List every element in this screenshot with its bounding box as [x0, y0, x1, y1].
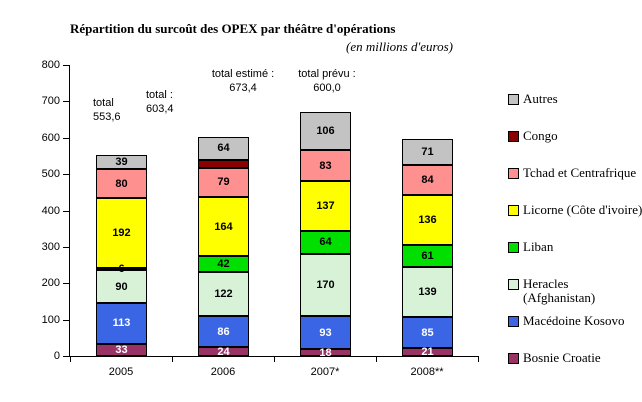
bar-segment — [300, 254, 351, 316]
total-annotation: total 553,6 — [93, 97, 121, 123]
bar-segment — [198, 197, 249, 256]
chart-title: Répartition du surcoût des OPEX par théâ… — [70, 21, 396, 36]
bar-segment — [402, 317, 453, 348]
x-axis-tick — [274, 357, 275, 362]
y-axis-tick-label: 800 — [41, 59, 60, 71]
bar-segment — [96, 198, 147, 268]
bar-segment — [402, 348, 453, 356]
bar-segment — [96, 344, 147, 356]
bar-segment — [198, 137, 249, 160]
legend-label: Bosnie Croatie — [523, 350, 601, 365]
y-axis-tick — [63, 65, 69, 66]
bar-segment — [96, 270, 147, 303]
bar-segment — [402, 245, 453, 267]
y-axis-tick — [63, 320, 69, 321]
legend-swatch — [508, 316, 519, 327]
total-annotation: total prévu : 600,0 — [298, 68, 356, 94]
legend-label: Liban — [523, 239, 554, 254]
x-axis-tick — [70, 357, 71, 362]
category-label: 2006 — [210, 366, 236, 378]
total-annotation: total estimé : 673,4 — [211, 68, 275, 94]
legend-swatch — [508, 279, 519, 290]
legend-swatch — [508, 168, 519, 179]
y-axis-tick-label: 300 — [41, 241, 60, 253]
legend-swatch — [508, 94, 519, 105]
bar-segment — [300, 181, 351, 231]
legend-swatch — [508, 131, 519, 142]
y-axis-tick-label: 400 — [41, 205, 60, 217]
legend-swatch — [508, 353, 519, 364]
bar-segment — [402, 195, 453, 245]
y-axis-tick — [63, 101, 69, 102]
y-axis-tick-label: 500 — [41, 168, 60, 180]
y-axis-tick — [63, 174, 69, 175]
chart-subtitle: (en millions d'euros) — [346, 39, 454, 54]
bar-segment — [198, 256, 249, 272]
bar-segment — [300, 231, 351, 254]
legend-label: Macédoine Kosovo — [523, 313, 625, 328]
y-axis-tick-label: 100 — [41, 314, 60, 326]
y-axis-tick — [63, 211, 69, 212]
category-label: 2008** — [410, 366, 444, 378]
bar-segment — [198, 160, 249, 168]
y-axis-tick — [63, 356, 69, 357]
y-axis-tick-label: 0 — [53, 350, 60, 362]
x-axis-tick — [376, 357, 377, 362]
y-axis-tick-label: 700 — [41, 95, 60, 107]
x-axis-tick — [172, 357, 173, 362]
y-axis-tick — [63, 247, 69, 248]
y-axis-tick-label: 600 — [41, 132, 60, 144]
category-label: 2007* — [310, 366, 340, 378]
bar-segment — [402, 267, 453, 317]
y-axis-line — [69, 65, 70, 357]
total-annotation: total : 603,4 — [146, 89, 174, 115]
bar-segment — [300, 150, 351, 181]
legend-label: Congo — [523, 128, 558, 143]
bar-segment — [300, 349, 351, 356]
y-axis-tick — [63, 283, 69, 284]
bar-segment — [402, 165, 453, 195]
legend-label: Tchad et Centrafrique — [523, 165, 637, 180]
legend-label: Autres — [523, 91, 558, 106]
bar-segment — [96, 303, 147, 344]
bar-segment — [198, 168, 249, 197]
category-label: 2005 — [108, 366, 134, 378]
legend-label: Heracles (Afghanistan) — [523, 276, 596, 305]
bar-segment — [198, 347, 249, 356]
x-axis-line — [69, 356, 479, 357]
bar-segment — [300, 316, 351, 349]
bar-segment — [96, 155, 147, 169]
x-axis-tick — [478, 357, 479, 362]
y-axis-tick — [63, 138, 69, 139]
y-axis-tick-label: 200 — [41, 277, 60, 289]
bar-segment — [96, 268, 147, 270]
legend-label: Licorne (Côte d'ivoire) — [523, 202, 642, 217]
bar-segment — [198, 272, 249, 316]
bar-segment — [198, 316, 249, 347]
legend-swatch — [508, 242, 519, 253]
bar-segment — [402, 139, 453, 165]
bar-segment — [300, 112, 351, 150]
legend-swatch — [508, 205, 519, 216]
bar-segment — [96, 169, 147, 198]
